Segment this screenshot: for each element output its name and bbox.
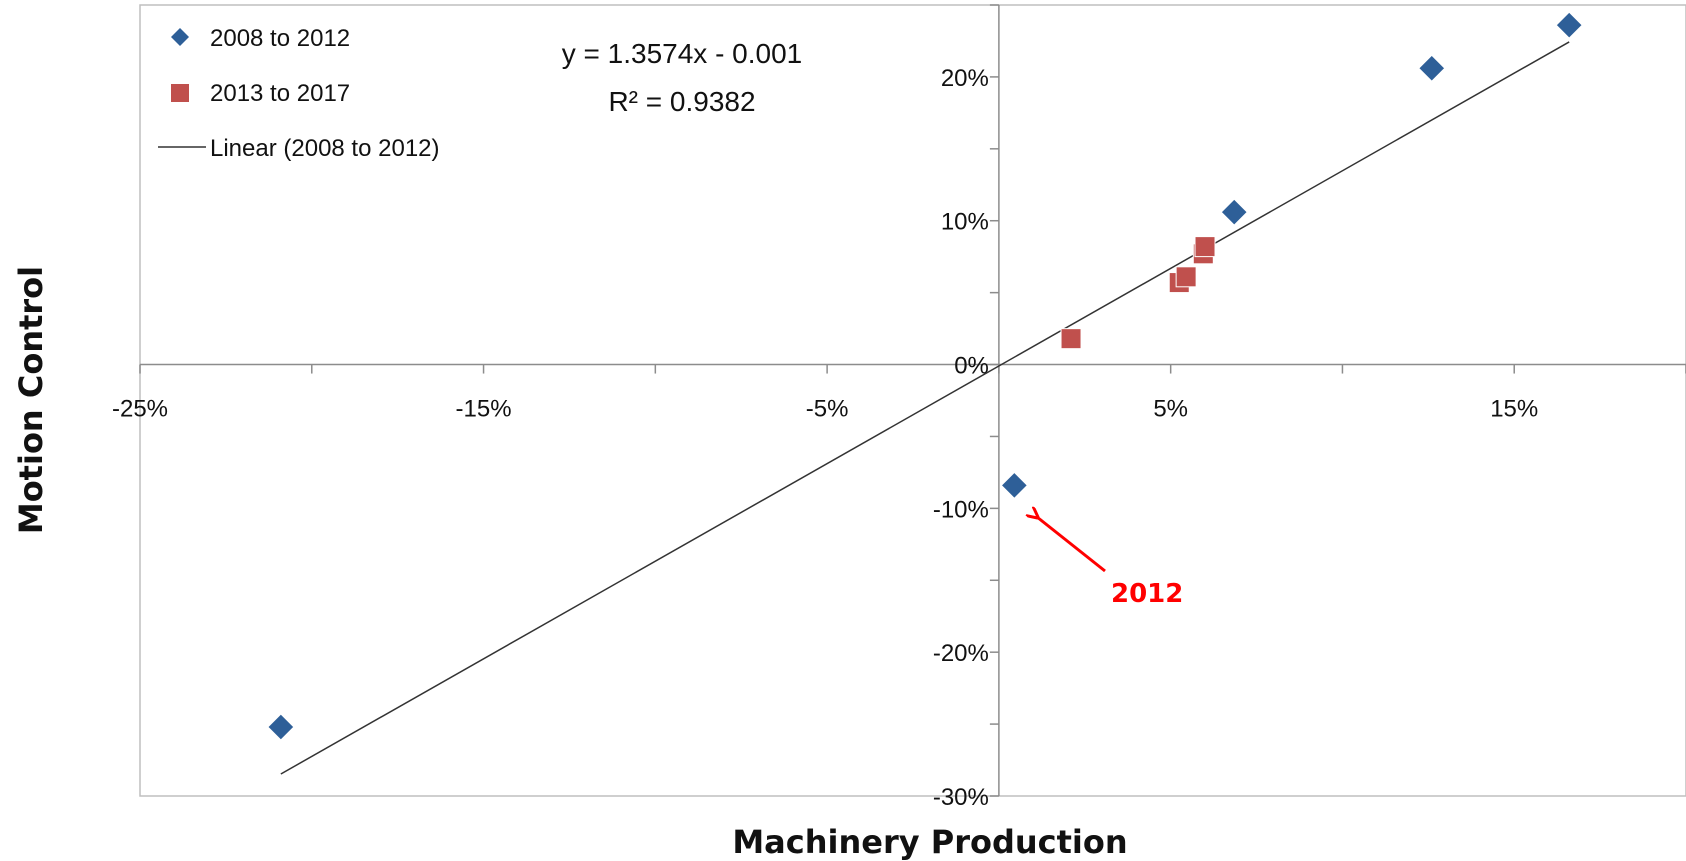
legend-label-2008-to-2012: 2008 to 2012 [210, 25, 350, 52]
x-tick-label: -5% [806, 396, 849, 423]
y-tick-label: -10% [933, 496, 989, 523]
points-group [267, 11, 1583, 741]
legend-marker-2013-to-2017 [171, 84, 189, 102]
x-tick-label: 5% [1153, 396, 1188, 423]
x-axis-title: Machinery Production [732, 823, 1127, 861]
y-tick-label: -20% [933, 640, 989, 667]
annotation-label: 2012 [1111, 579, 1183, 609]
y-tick-label: 0% [954, 353, 989, 380]
annotation-arrow [1037, 517, 1106, 573]
data-point-2008-to-2012 [1000, 471, 1029, 500]
legend-marker-2008-to-2012 [171, 28, 189, 46]
data-point-2013-to-2017 [1175, 266, 1197, 288]
annotation-2012: 2012 [1037, 517, 1183, 609]
x-tick-label: 15% [1490, 396, 1538, 423]
legend-label-trendline: Linear (2008 to 2012) [210, 135, 440, 162]
x-tick-label: -25% [112, 396, 168, 423]
y-tick-label: 10% [941, 209, 989, 236]
data-point-2008-to-2012 [1220, 198, 1248, 226]
y-axis-title: Motion Control [12, 266, 50, 534]
trendline-group [280, 41, 1570, 775]
data-point-2008-to-2012 [1555, 11, 1583, 39]
data-point-2013-to-2017 [1060, 328, 1082, 350]
data-point-2008-to-2012 [1418, 54, 1446, 82]
data-point-2008-to-2012 [267, 713, 295, 741]
trendline-equation: y = 1.3574x - 0.001 [562, 38, 803, 69]
trendline-r-squared: R² = 0.9382 [608, 86, 755, 117]
axes: -25% -15% -5% 5% 15% -30% -20% -10% 0% 10% 20% [112, 4, 1686, 811]
trendline [280, 41, 1570, 775]
y-tick-label: 20% [941, 65, 989, 92]
legend-label-2013-to-2017: 2013 to 2017 [210, 80, 350, 107]
y-tick-label: -30% [933, 784, 989, 811]
x-tick-label: -15% [456, 396, 512, 423]
legend: 2008 to 2012 2013 to 2017 Linear (2008 t… [158, 25, 440, 162]
plot-area-border [139, 4, 1686, 797]
data-point-2013-to-2017 [1194, 236, 1216, 258]
